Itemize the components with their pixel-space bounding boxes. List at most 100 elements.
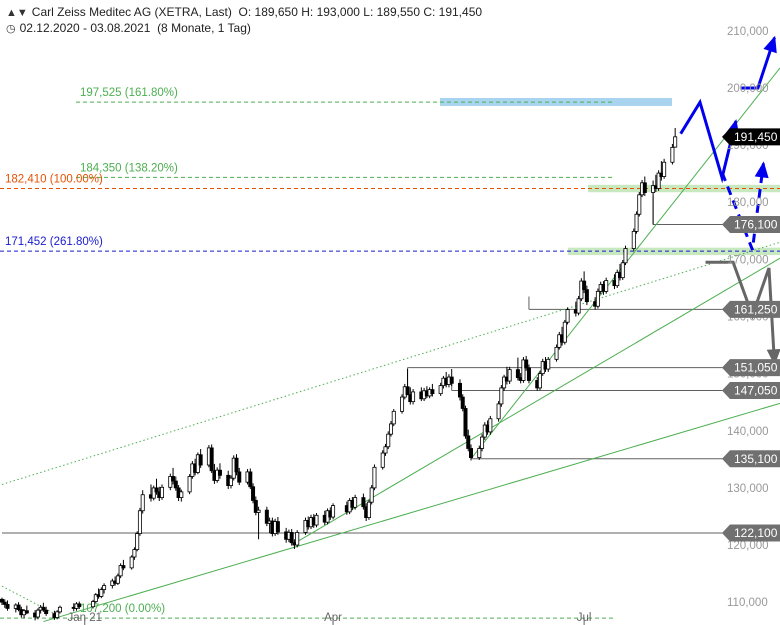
fib-level-label: 197,525 (161.80%): [80, 87, 178, 99]
candle-body: [154, 487, 159, 493]
price-tag-label: 161,250: [734, 302, 778, 316]
bull-path-breakout-arrowhead: [763, 35, 777, 54]
x-axis: Jan 21 Apr Jul: [68, 612, 591, 625]
candle-body: [121, 565, 126, 569]
y-tick-label: 180,000: [727, 197, 769, 209]
candle-body: [405, 386, 410, 396]
candle-body: [173, 480, 178, 489]
candle-body: [466, 435, 471, 449]
support-zone-upper: [588, 184, 780, 193]
candle-body: [670, 146, 675, 163]
candle-body: [372, 466, 377, 489]
fib-level-label: 171,452 (261.80%): [5, 236, 103, 248]
y-tick-label: 140,000: [727, 426, 769, 438]
candle-body: [295, 532, 300, 546]
candle-body: [400, 396, 405, 412]
last-price-tag-label: 191,450: [734, 130, 778, 144]
candle-body: [604, 280, 609, 292]
candle-body: [460, 396, 465, 409]
fibonacci-levels: 197,525 (161.80%) 184,350 (138.20%)182,41…: [0, 87, 780, 619]
candle-body: [361, 497, 366, 508]
y-tick-label: 130,000: [727, 483, 769, 495]
candle-body: [256, 509, 261, 513]
candle-body: [129, 556, 134, 569]
candle-body: [438, 385, 443, 395]
candle-body: [353, 497, 358, 508]
x-tick-label: Jan 21: [68, 612, 103, 624]
price-tags: 176,100 161,250 151,050 147,050 135,100 122,1…: [722, 128, 780, 542]
candle-body: [16, 604, 21, 610]
candle-body: [118, 565, 123, 577]
candle-body: [137, 510, 142, 534]
candle-body: [217, 469, 222, 476]
interval-label: (8 Monate, 1 Tag): [157, 21, 251, 35]
candle-body: [179, 491, 184, 499]
candle-body: [411, 391, 416, 403]
y-tick-label: 200,000: [727, 83, 769, 95]
price-tag-label: 176,100: [734, 218, 778, 232]
candle-body: [386, 433, 391, 448]
trend-channel-dotted: [1, 241, 780, 485]
candle-body: [151, 487, 156, 499]
candle-body: [634, 213, 639, 232]
candle-body: [251, 486, 256, 501]
candle-body: [99, 589, 104, 597]
candle-body: [651, 185, 656, 193]
candle-body: [488, 418, 493, 433]
candle-body: [430, 389, 435, 395]
candle-body: [623, 248, 628, 264]
chart-range-line: ◷ 02.12.2020 - 03.08.2021 (8 Monate, 1 Ta…: [6, 21, 251, 35]
candle-body: [537, 373, 542, 389]
chart-title: Carl Zeiss Meditec AG (XETRA, Last): [31, 5, 232, 19]
candle-body: [168, 476, 173, 488]
candle-body: [140, 494, 145, 512]
candle-body: [620, 262, 625, 279]
candle-body: [457, 382, 462, 398]
candles: [0, 127, 678, 621]
candle-body: [391, 410, 396, 425]
candle-body: [449, 376, 454, 384]
candle-body: [253, 500, 258, 513]
candle-body: [576, 298, 581, 314]
candle-body: [55, 611, 60, 618]
candle-body: [642, 182, 647, 193]
candle-body: [524, 359, 529, 369]
bull-path-retest: [720, 163, 765, 251]
y-tick-label: 170,000: [727, 254, 769, 266]
x-tick-label: Apr: [324, 612, 342, 624]
y-tick-label: 120,000: [727, 540, 769, 552]
candle-body: [160, 486, 165, 499]
trend-long: [43, 402, 780, 623]
candle-body: [248, 471, 253, 488]
candle-body: [135, 533, 140, 550]
candle-body: [507, 369, 512, 382]
candle-body: [380, 452, 385, 468]
bull-path-breakout: [741, 37, 776, 90]
candle-body: [91, 601, 96, 608]
last-price-tag: [722, 128, 780, 146]
candle-body: [41, 606, 46, 611]
y-tick-label: 210,000: [727, 26, 769, 38]
price-tag-label: 135,100: [734, 452, 778, 466]
y-tick-label: 110,000: [727, 597, 768, 609]
candle-body: [77, 603, 82, 608]
clock-icon: ◷: [6, 23, 16, 35]
candle-body: [496, 403, 501, 420]
candle-body: [93, 594, 98, 602]
candle-body: [2, 601, 7, 605]
candle-body: [209, 447, 214, 472]
price-tag-label: 151,050: [734, 361, 778, 375]
candle-body: [187, 476, 192, 493]
candle-body: [463, 408, 468, 437]
candle-body: [5, 604, 10, 609]
fib-level-label: 184,350 (138.20%): [80, 162, 178, 174]
candle-body: [562, 321, 567, 343]
price-tag: [722, 524, 780, 542]
candle-body: [289, 532, 294, 544]
trend-medium: [294, 257, 780, 544]
candle-body: [499, 387, 504, 405]
candle-body: [637, 194, 642, 215]
candle-body: [171, 476, 176, 482]
candle-body: [314, 514, 319, 526]
